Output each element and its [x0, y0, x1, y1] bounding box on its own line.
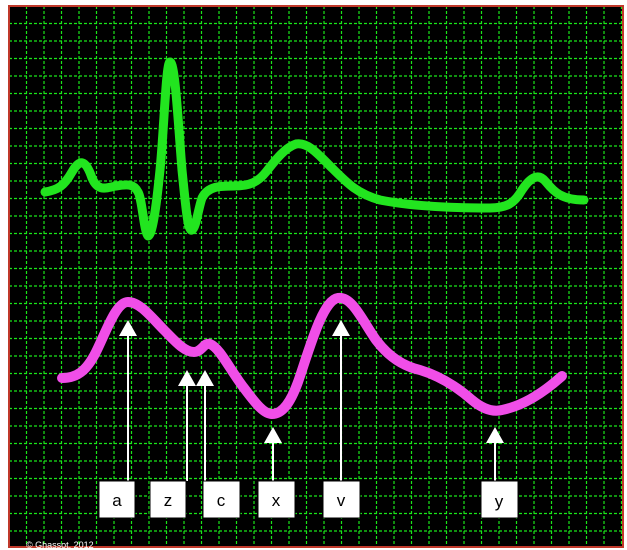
arrow-c [196, 370, 214, 481]
label-box-v: v [322, 480, 361, 519]
copyright-text: © Ghassot, 2012 [26, 540, 94, 550]
label-box-y: y [480, 480, 519, 519]
arrow-z [178, 370, 196, 481]
label-box-x: x [257, 480, 296, 519]
arrow-a [119, 320, 137, 481]
arrow-v [332, 320, 350, 481]
label-box-c: c [202, 480, 241, 519]
arrow-x [264, 427, 282, 481]
label-box-z: z [149, 480, 187, 519]
grid-lines [9, 6, 623, 547]
label-x: x [272, 491, 281, 510]
label-c: c [217, 491, 226, 510]
ecg-waveform [40, 57, 589, 241]
arrow-y [486, 427, 504, 481]
label-y: y [495, 492, 504, 511]
label-z: z [164, 491, 173, 510]
label-box-a: a [98, 480, 136, 519]
jvp-waveform [57, 293, 567, 419]
label-a: a [112, 491, 122, 510]
diagram-border [8, 5, 624, 548]
diagram-background [9, 6, 623, 547]
label-v: v [337, 491, 346, 510]
